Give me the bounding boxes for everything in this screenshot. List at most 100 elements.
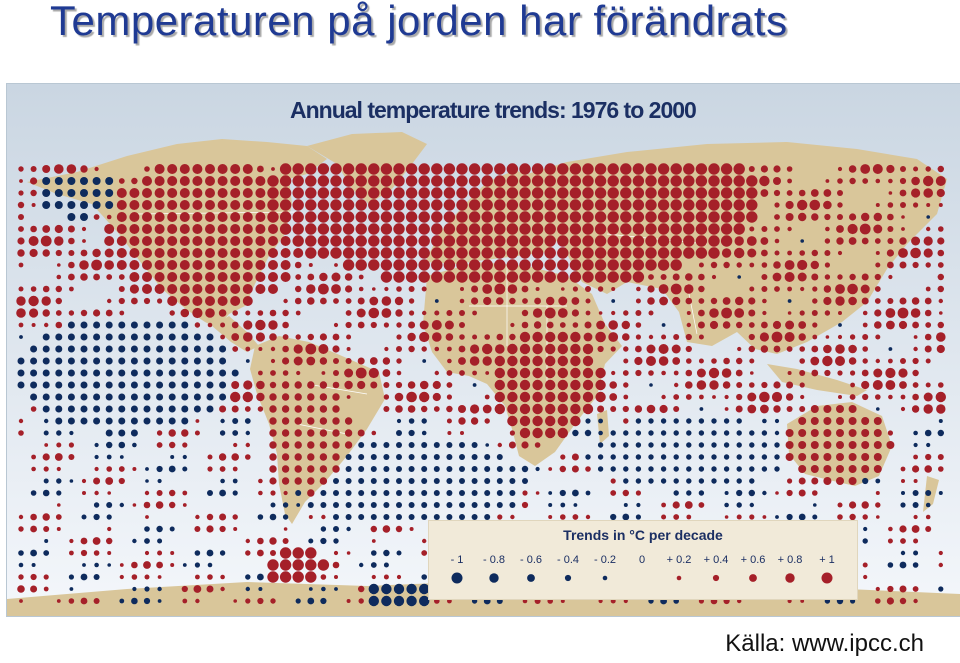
cooling-marker bbox=[509, 466, 516, 472]
warming-marker bbox=[559, 465, 566, 473]
warming-marker bbox=[257, 165, 264, 173]
cooling-marker bbox=[496, 502, 503, 508]
cooling-marker bbox=[421, 490, 428, 496]
warming-marker bbox=[761, 249, 768, 257]
warming-marker bbox=[231, 453, 239, 461]
warming-marker bbox=[154, 284, 165, 294]
cooling-marker bbox=[17, 381, 25, 389]
warming-marker bbox=[142, 248, 152, 258]
warming-marker bbox=[595, 331, 606, 343]
warming-marker bbox=[244, 406, 251, 412]
warming-marker bbox=[292, 223, 304, 235]
cooling-marker bbox=[471, 514, 478, 520]
warming-marker bbox=[217, 284, 228, 294]
cooling-marker bbox=[610, 442, 616, 448]
warming-marker bbox=[721, 307, 732, 319]
warming-marker bbox=[886, 597, 895, 605]
warming-marker bbox=[406, 391, 417, 403]
cooling-marker bbox=[17, 369, 25, 377]
cooling-marker bbox=[54, 189, 63, 197]
warming-marker bbox=[809, 199, 821, 211]
warming-marker bbox=[154, 224, 165, 234]
warming-marker bbox=[305, 547, 317, 559]
warming-marker bbox=[507, 415, 518, 427]
cooling-marker bbox=[472, 383, 477, 387]
warming-marker bbox=[519, 427, 531, 439]
warming-marker bbox=[494, 367, 505, 379]
warming-marker bbox=[380, 187, 393, 199]
warming-marker bbox=[292, 199, 304, 211]
cooling-marker bbox=[245, 430, 250, 436]
cooling-marker bbox=[433, 466, 440, 472]
warming-marker bbox=[18, 574, 24, 580]
warming-marker bbox=[421, 286, 427, 292]
warming-marker bbox=[107, 491, 111, 495]
warming-marker bbox=[620, 223, 632, 235]
cooling-marker bbox=[370, 478, 377, 484]
cooling-marker bbox=[459, 478, 465, 484]
legend-title: Trends in °C per decade bbox=[563, 527, 723, 543]
warming-marker bbox=[532, 427, 543, 439]
warming-marker bbox=[407, 405, 416, 413]
cooling-marker bbox=[67, 393, 75, 401]
warming-marker bbox=[269, 381, 277, 389]
warming-marker bbox=[292, 187, 304, 199]
cooling-marker bbox=[168, 417, 176, 425]
warming-marker bbox=[255, 272, 266, 282]
cooling-marker bbox=[333, 514, 339, 520]
legend-items: - 1- 0.8- 0.6- 0.4- 0.2 0 + 0.2 + 0.4 + 0.6 +… bbox=[451, 554, 835, 584]
cooling-marker bbox=[193, 357, 201, 365]
warming-marker bbox=[80, 273, 88, 281]
warming-marker bbox=[695, 223, 708, 235]
cooling-marker bbox=[80, 189, 88, 197]
warming-marker bbox=[293, 344, 303, 354]
warming-marker bbox=[596, 320, 605, 330]
cooling-marker bbox=[421, 478, 428, 484]
cooling-marker bbox=[838, 323, 842, 327]
warming-marker bbox=[319, 393, 328, 401]
warming-marker bbox=[623, 358, 629, 364]
warming-marker bbox=[557, 259, 569, 271]
warming-marker bbox=[81, 478, 87, 484]
cooling-marker bbox=[55, 405, 63, 413]
warming-marker bbox=[345, 358, 352, 364]
cooling-marker bbox=[383, 466, 390, 472]
warming-marker bbox=[810, 429, 819, 437]
warming-marker bbox=[68, 454, 75, 460]
warming-marker bbox=[532, 343, 543, 355]
warming-marker bbox=[862, 334, 869, 340]
warming-marker bbox=[30, 177, 38, 185]
warming-marker bbox=[283, 527, 288, 531]
cooling-marker bbox=[926, 442, 931, 448]
cooling-marker bbox=[43, 550, 50, 556]
cooling-marker bbox=[156, 405, 164, 413]
warming-marker bbox=[570, 331, 581, 343]
warming-marker bbox=[93, 477, 101, 485]
cooling-marker bbox=[144, 526, 150, 532]
cooling-marker bbox=[673, 466, 679, 472]
warming-marker bbox=[861, 441, 870, 449]
cooling-marker bbox=[143, 417, 151, 425]
cooling-marker bbox=[610, 513, 617, 521]
warming-marker bbox=[371, 574, 376, 580]
warming-marker bbox=[305, 223, 317, 235]
warming-marker bbox=[560, 454, 566, 460]
warming-marker bbox=[342, 259, 355, 271]
warming-marker bbox=[519, 199, 531, 211]
warming-marker bbox=[269, 309, 277, 317]
warming-marker bbox=[685, 381, 693, 389]
warming-marker bbox=[17, 249, 25, 257]
warming-marker bbox=[923, 236, 933, 246]
warming-marker bbox=[557, 343, 568, 355]
warming-marker bbox=[282, 334, 289, 340]
cooling-marker bbox=[30, 490, 37, 496]
warming-marker bbox=[837, 514, 843, 520]
warming-marker bbox=[936, 404, 946, 414]
warming-marker bbox=[698, 358, 704, 364]
warming-marker bbox=[443, 223, 456, 235]
warming-marker bbox=[154, 188, 165, 198]
warming-marker bbox=[557, 367, 568, 379]
warming-marker bbox=[748, 166, 755, 172]
warming-marker bbox=[861, 429, 870, 437]
warming-marker bbox=[645, 163, 657, 175]
